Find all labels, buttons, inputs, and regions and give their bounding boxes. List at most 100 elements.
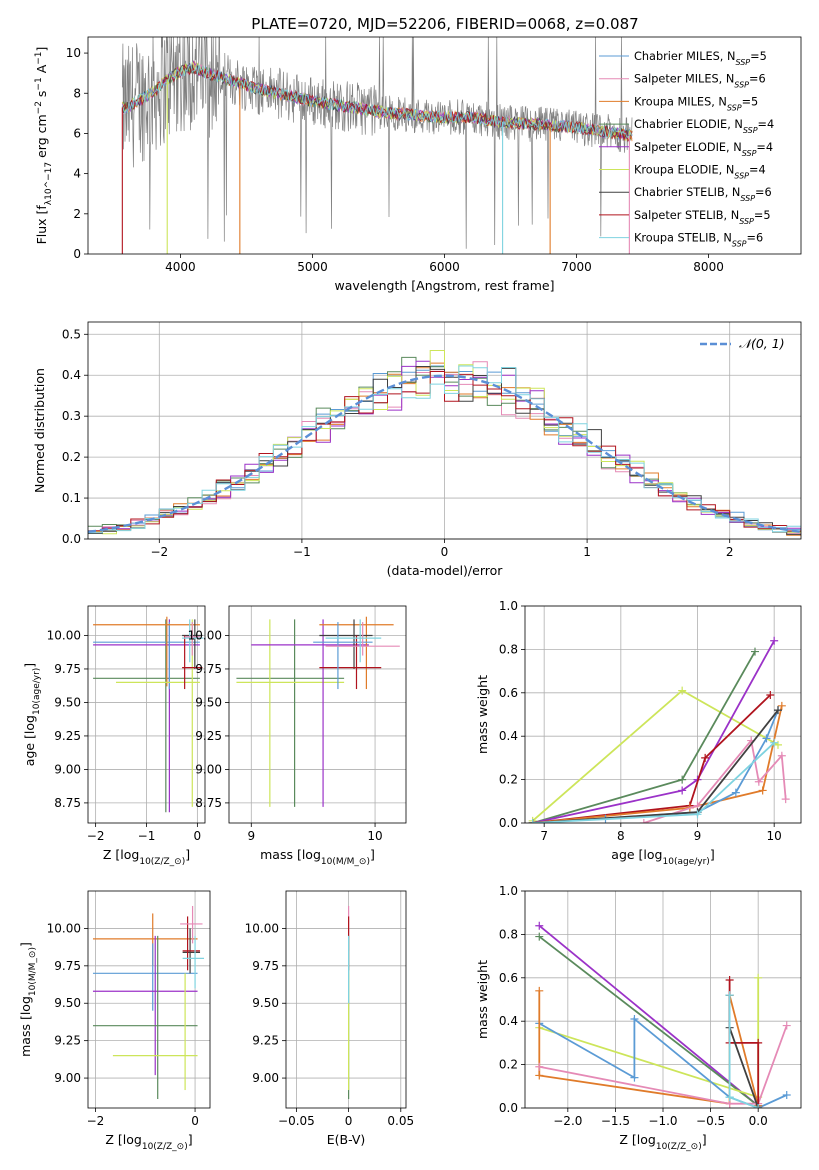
legend-label: Kroupa STELIB, NSSP=6	[634, 232, 763, 249]
weight-marker	[774, 706, 782, 715]
chart-age_vs_Z: −2 −1 0 8.75 9.00 9.25 9.50 9.75 10.00 Z [log10(Z…	[22, 605, 206, 867]
y-axis-label: age [log10(age/yr)]	[22, 663, 42, 766]
y-tick-label: 9.50	[252, 996, 279, 1010]
y-tick-label: 1.0	[499, 599, 518, 613]
weight-marker	[630, 1073, 639, 1082]
x-tick-label: 9	[694, 829, 702, 843]
weight-line	[539, 1025, 788, 1105]
weight-line	[532, 705, 783, 823]
x-tick-label: 0	[345, 1114, 353, 1128]
y-tick-label: 0.0	[499, 1101, 518, 1115]
x-axis-label: Z [log10(Z/Z_⊙)]	[619, 1132, 706, 1152]
axes-frame	[285, 890, 407, 1109]
weight-marker	[725, 1093, 734, 1102]
x-axis-label: Z [log10(Z/Z_⊙)]	[103, 847, 190, 867]
y-tick-label: 0.1	[62, 491, 81, 505]
y-axis-label: mass [log10(M/M_⊙)]	[18, 942, 38, 1057]
x-tick-label: 4000	[165, 260, 196, 274]
ticks: −0.05 0 0.05 9.00 9.25 9.50 9.75 10.00	[245, 921, 415, 1128]
y-tick-label: 9.25	[195, 729, 222, 743]
axes-frame	[87, 321, 802, 540]
x-tick-label: −1.0	[648, 1114, 677, 1128]
y-tick-label: 0.4	[499, 729, 518, 743]
weight-marker	[535, 932, 544, 941]
weight-marker	[770, 738, 779, 747]
chart-age_vs_mass: 9 10 8.75 9.00 9.25 9.50 9.75 10.00 mass [log10(…	[188, 605, 407, 867]
y-tick-label: 0.3	[62, 409, 81, 423]
ticks: 4000 5000 6000 7000 8000 0 2 4 6 8 10	[66, 46, 724, 274]
y-tick-label: 2	[73, 207, 81, 221]
normal-legend-label: 𝒩(0, 1)	[739, 336, 785, 351]
weight-marker	[762, 734, 771, 743]
weight-marker	[678, 686, 687, 695]
x-tick-label: 0	[194, 829, 202, 843]
y-tick-label: 10.00	[47, 628, 81, 642]
y-tick-label: 10.00	[245, 921, 279, 935]
legend-label: Chabrier MILES, NSSP=5	[634, 50, 767, 67]
x-tick-label: 10	[367, 829, 382, 843]
ticks: −2.0 −1.5 −1.0 −0.5 0.0 0.0 0.2 0.4 0.6 0.8 1.0	[499, 884, 768, 1128]
weight-marker	[754, 1104, 763, 1108]
axes-frame	[87, 605, 206, 824]
legend-label: Chabrier ELODIE, NSSP=4	[634, 118, 774, 135]
y-tick-label: 0.0	[499, 816, 518, 830]
ticks: −2 −1 0 8.75 9.00 9.25 9.50 9.75 10.00	[47, 628, 202, 843]
y-tick-label: 9.75	[54, 662, 81, 676]
weight-marker	[535, 1071, 544, 1080]
x-tick-label: 9	[247, 829, 255, 843]
weight-marker	[630, 1015, 639, 1024]
weight-marker	[535, 921, 544, 930]
grid	[88, 891, 210, 1108]
x-tick-label: 0.05	[387, 1114, 414, 1128]
x-tick-label: −1.5	[601, 1114, 630, 1128]
x-tick-label: −1	[293, 545, 311, 559]
chart-spectrum: 4000 5000 6000 7000 8000 0 2 4 6 8 10 wavelength [A…	[34, 36, 802, 293]
ticks: −2 0 9.00 9.25 9.50 9.75 10.00	[47, 921, 199, 1128]
y-tick-label: 8	[73, 86, 81, 100]
weight-line	[532, 694, 771, 823]
chart-weight_vs_Z: −2.0 −1.5 −1.0 −0.5 0.0 0.0 0.2 0.4 0.6 0.8 1.0 Z […	[475, 884, 802, 1152]
y-tick-label: 4	[73, 167, 81, 181]
ticks: 9 10 8.75 9.00 9.25 9.50 9.75 10.00	[188, 628, 383, 843]
legend-label: Kroupa MILES, NSSP=5	[634, 95, 758, 112]
x-tick-label: 8000	[693, 260, 724, 274]
weight-line	[538, 925, 759, 1107]
y-tick-label: 9.00	[54, 762, 81, 776]
y-tick-label: 9.50	[54, 695, 81, 709]
legend-label: Kroupa ELODIE, NSSP=4	[634, 164, 766, 181]
y-tick-label: 9.25	[54, 729, 81, 743]
y-tick-label: 0.5	[62, 327, 81, 341]
x-tick-label: −1	[138, 829, 156, 843]
x-tick-label: 6000	[429, 260, 460, 274]
weight-marker	[777, 701, 786, 710]
weight-marker	[701, 753, 710, 762]
y-tick-label: 0.6	[499, 971, 518, 985]
x-tick-label: −2	[150, 545, 168, 559]
axes-frame	[87, 890, 211, 1109]
weight-marker	[731, 788, 740, 797]
y-tick-label: 10	[66, 46, 81, 60]
y-axis-label: Normed distribution	[32, 368, 47, 493]
x-axis-label: (data-model)/error	[387, 563, 504, 578]
weight-marker	[751, 647, 759, 656]
weight-marker	[754, 777, 763, 786]
plot-area	[92, 905, 205, 1100]
weight-marker	[782, 1090, 791, 1099]
y-tick-label: 9.75	[195, 662, 222, 676]
x-tick-label: 0	[191, 1114, 199, 1128]
weight-marker	[725, 975, 734, 984]
weight-marker	[528, 819, 537, 823]
x-tick-label: −2.0	[553, 1114, 582, 1128]
y-tick-label: 9.75	[54, 959, 81, 973]
x-tick-label: 1	[583, 545, 591, 559]
y-tick-label: 0.0	[62, 532, 81, 546]
weight-marker	[766, 690, 775, 699]
weight-marker	[754, 1038, 763, 1047]
y-tick-label: 10.00	[188, 628, 222, 642]
weight-marker	[781, 795, 790, 804]
chart-mass_vs_ebv: −0.05 0 0.05 9.00 9.25 9.50 9.75 10.00 E(B-V)	[245, 890, 415, 1147]
y-tick-label: 0.6	[499, 686, 518, 700]
x-tick-label: 10	[767, 829, 782, 843]
plot-area	[236, 616, 400, 807]
